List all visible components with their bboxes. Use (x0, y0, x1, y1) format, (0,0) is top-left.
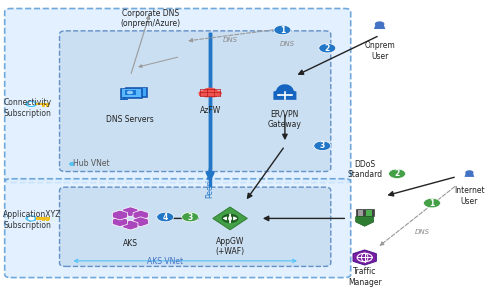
Circle shape (202, 88, 218, 96)
Text: 1: 1 (430, 198, 434, 208)
Text: 3: 3 (320, 141, 325, 150)
Text: DNS: DNS (222, 37, 238, 43)
Circle shape (202, 92, 212, 97)
Text: Internet
User: Internet User (454, 186, 484, 206)
Bar (46, 219, 48, 221)
Circle shape (274, 25, 291, 35)
Polygon shape (274, 88, 296, 100)
FancyBboxPatch shape (4, 179, 350, 278)
Circle shape (126, 91, 133, 94)
Circle shape (198, 90, 209, 96)
Bar (36, 103, 50, 105)
Polygon shape (122, 220, 138, 230)
Text: DDoS
Standard: DDoS Standard (347, 160, 382, 179)
Text: DNS: DNS (414, 229, 430, 235)
Polygon shape (122, 207, 138, 217)
Text: 4: 4 (162, 213, 168, 221)
Polygon shape (290, 94, 292, 96)
Bar (126, 88, 146, 96)
Polygon shape (112, 210, 128, 220)
Circle shape (28, 217, 34, 220)
Circle shape (424, 198, 440, 208)
Bar (366, 214, 372, 216)
Circle shape (222, 214, 238, 223)
Text: DNS: DNS (280, 41, 295, 47)
Polygon shape (112, 217, 128, 227)
Text: 3: 3 (188, 213, 193, 221)
Text: 2: 2 (324, 44, 330, 53)
Circle shape (211, 90, 222, 96)
Bar (356, 209, 374, 216)
Polygon shape (133, 210, 148, 220)
Bar (126, 87, 148, 97)
Polygon shape (464, 173, 474, 177)
Text: AppGW
(+WAF): AppGW (+WAF) (216, 237, 244, 256)
Bar (358, 210, 363, 212)
Circle shape (465, 170, 473, 175)
Text: Peering: Peering (206, 169, 214, 198)
Bar (42, 105, 44, 107)
Circle shape (28, 102, 34, 106)
Circle shape (182, 212, 198, 222)
Polygon shape (133, 217, 148, 227)
Bar (123, 98, 126, 100)
Bar (46, 105, 48, 107)
Text: Corporate DNS
(onprem/Azure): Corporate DNS (onprem/Azure) (120, 9, 180, 29)
Bar (358, 212, 363, 214)
Bar (200, 93, 221, 96)
Circle shape (208, 92, 218, 97)
Bar (122, 90, 141, 97)
Bar (124, 90, 136, 95)
Text: AKS: AKS (123, 239, 138, 248)
Polygon shape (374, 25, 386, 29)
Text: Connectivity
Subscription: Connectivity Subscription (3, 98, 51, 118)
Circle shape (375, 21, 384, 27)
Text: Traffic
Manager: Traffic Manager (348, 267, 382, 287)
Circle shape (314, 141, 331, 151)
Bar (42, 219, 44, 221)
Text: ApplicationXYZ
Subscription: ApplicationXYZ Subscription (3, 210, 62, 230)
Polygon shape (278, 94, 280, 96)
Polygon shape (213, 207, 248, 230)
Text: Onprem
User: Onprem User (364, 41, 395, 61)
Bar (358, 214, 363, 216)
Text: ER/VPN
Gateway: ER/VPN Gateway (268, 110, 302, 129)
Text: DNS Servers: DNS Servers (106, 115, 154, 124)
Circle shape (25, 100, 38, 108)
Text: 1: 1 (280, 26, 285, 35)
Circle shape (157, 212, 174, 222)
Text: AKS VNet: AKS VNet (147, 257, 184, 266)
Text: Hub VNet: Hub VNet (73, 160, 110, 168)
Polygon shape (356, 217, 374, 226)
Text: 2: 2 (394, 169, 400, 178)
Bar (366, 210, 372, 212)
Circle shape (388, 169, 406, 179)
Polygon shape (353, 250, 376, 265)
FancyBboxPatch shape (4, 9, 350, 183)
Circle shape (319, 43, 336, 53)
Text: AzFW: AzFW (200, 107, 220, 115)
Bar (366, 212, 372, 214)
FancyBboxPatch shape (60, 187, 331, 266)
Bar (120, 99, 128, 101)
FancyBboxPatch shape (60, 31, 331, 172)
Bar (120, 88, 142, 98)
Circle shape (25, 215, 38, 222)
Bar (36, 217, 50, 219)
